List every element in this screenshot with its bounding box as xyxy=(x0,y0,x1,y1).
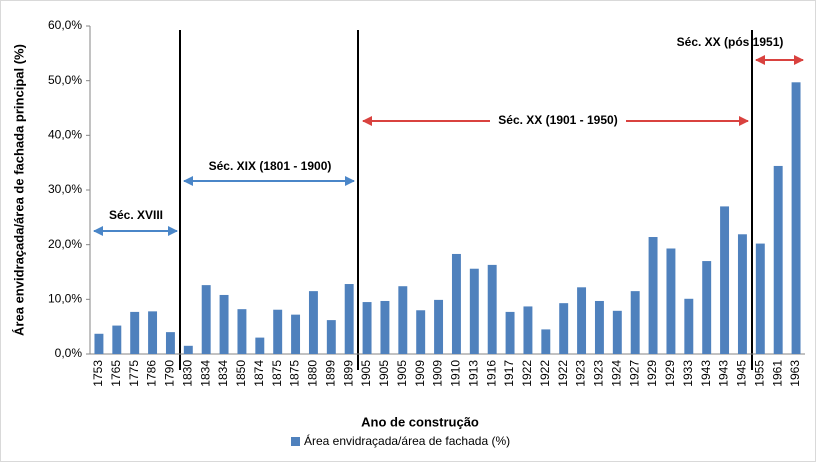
y-tick-label: 40,0% xyxy=(48,128,82,142)
x-tick-label: 1945 xyxy=(735,360,749,387)
bar xyxy=(451,253,461,354)
annotation: Séc. XIX (1801 - 1900) xyxy=(209,159,332,173)
x-tick-label: 1923 xyxy=(574,360,588,387)
y-tick-label: 60,0% xyxy=(48,18,82,32)
bar xyxy=(416,310,426,354)
x-tick-label: 1922 xyxy=(538,360,552,387)
x-tick-label: 1775 xyxy=(127,360,141,387)
bar xyxy=(559,303,569,354)
bar xyxy=(434,299,444,354)
bar xyxy=(577,287,587,354)
x-tick-label: 1905 xyxy=(359,360,373,387)
x-tick-label: 1917 xyxy=(502,360,516,387)
bar xyxy=(773,165,783,354)
bar xyxy=(130,311,140,354)
bar xyxy=(148,311,158,354)
y-tick-label: 0,0% xyxy=(55,346,83,360)
bar xyxy=(523,306,533,354)
y-tick-label: 10,0% xyxy=(48,292,82,306)
bar xyxy=(737,234,747,354)
x-tick-label: 1909 xyxy=(431,360,445,387)
x-tick-label: 1909 xyxy=(413,360,427,387)
x-tick-label: 1927 xyxy=(627,360,641,387)
bar xyxy=(755,243,765,354)
x-tick-label: 1913 xyxy=(466,360,480,387)
x-tick-label: 1765 xyxy=(109,360,123,387)
bar xyxy=(612,310,622,354)
bar xyxy=(791,82,801,354)
bar xyxy=(362,302,372,354)
bar xyxy=(648,237,658,354)
x-tick-label: 1830 xyxy=(180,360,194,387)
bar xyxy=(219,294,229,354)
bar xyxy=(112,325,122,354)
bar xyxy=(308,291,318,354)
legend-swatch xyxy=(291,437,300,446)
bar xyxy=(255,337,265,354)
annotation: Séc. XVIII xyxy=(109,208,163,222)
y-tick-label: 20,0% xyxy=(48,237,82,251)
x-tick-label: 1922 xyxy=(520,360,534,387)
x-tick-label: 1910 xyxy=(449,360,463,387)
bar xyxy=(183,345,193,354)
x-tick-label: 1880 xyxy=(306,360,320,387)
x-tick-label: 1933 xyxy=(681,360,695,387)
annotation: Séc. XX (1901 - 1950) xyxy=(498,113,617,127)
x-tick-label: 1899 xyxy=(341,360,355,387)
bar xyxy=(237,309,247,354)
y-axis-title: Área envidraçada/área de fachada princip… xyxy=(11,44,26,336)
x-tick-label: 1923 xyxy=(592,360,606,387)
x-tick-label: 1955 xyxy=(752,360,766,387)
x-tick-label: 1874 xyxy=(252,360,266,387)
bar xyxy=(94,333,104,354)
x-tick-label: 1943 xyxy=(699,360,713,387)
x-tick-label: 1961 xyxy=(770,360,784,387)
x-tick-label: 1963 xyxy=(788,360,802,387)
x-tick-label: 1834 xyxy=(198,360,212,387)
x-tick-label: 1875 xyxy=(270,360,284,387)
x-tick-label: 1786 xyxy=(145,360,159,387)
bar xyxy=(684,298,694,354)
bar xyxy=(398,286,408,354)
x-tick-label: 1899 xyxy=(323,360,337,387)
bar xyxy=(594,300,604,354)
x-tick-label: 1916 xyxy=(484,360,498,387)
bar xyxy=(344,284,354,354)
bar xyxy=(380,300,390,354)
bar xyxy=(630,291,640,354)
bar xyxy=(666,248,676,354)
x-tick-label: 1790 xyxy=(163,360,177,387)
bar xyxy=(201,285,211,354)
x-axis-title: Ano de construção xyxy=(361,414,479,429)
x-tick-label: 1924 xyxy=(609,360,623,387)
x-tick-label: 1875 xyxy=(288,360,302,387)
bar xyxy=(326,320,336,354)
bar xyxy=(702,261,712,354)
bar xyxy=(720,206,730,354)
bar xyxy=(541,329,551,354)
y-tick-label: 30,0% xyxy=(48,182,82,196)
x-tick-label: 1929 xyxy=(645,360,659,387)
bar xyxy=(487,264,497,354)
bar xyxy=(505,311,515,354)
bar xyxy=(273,309,283,354)
x-tick-label: 1929 xyxy=(663,360,677,387)
annotation: Séc. XX (pós 1951) xyxy=(677,35,784,49)
legend-label: Área envidraçada/área de fachada (%) xyxy=(304,433,510,448)
bar xyxy=(469,268,479,354)
bar xyxy=(291,314,301,354)
y-tick-label: 50,0% xyxy=(48,73,82,87)
x-tick-label: 1943 xyxy=(717,360,731,387)
x-tick-label: 1834 xyxy=(216,360,230,387)
x-tick-label: 1905 xyxy=(395,360,409,387)
x-tick-label: 1850 xyxy=(234,360,248,387)
x-tick-label: 1753 xyxy=(91,360,105,387)
x-tick-label: 1905 xyxy=(377,360,391,387)
x-tick-label: 1922 xyxy=(556,360,570,387)
bar xyxy=(165,332,175,354)
